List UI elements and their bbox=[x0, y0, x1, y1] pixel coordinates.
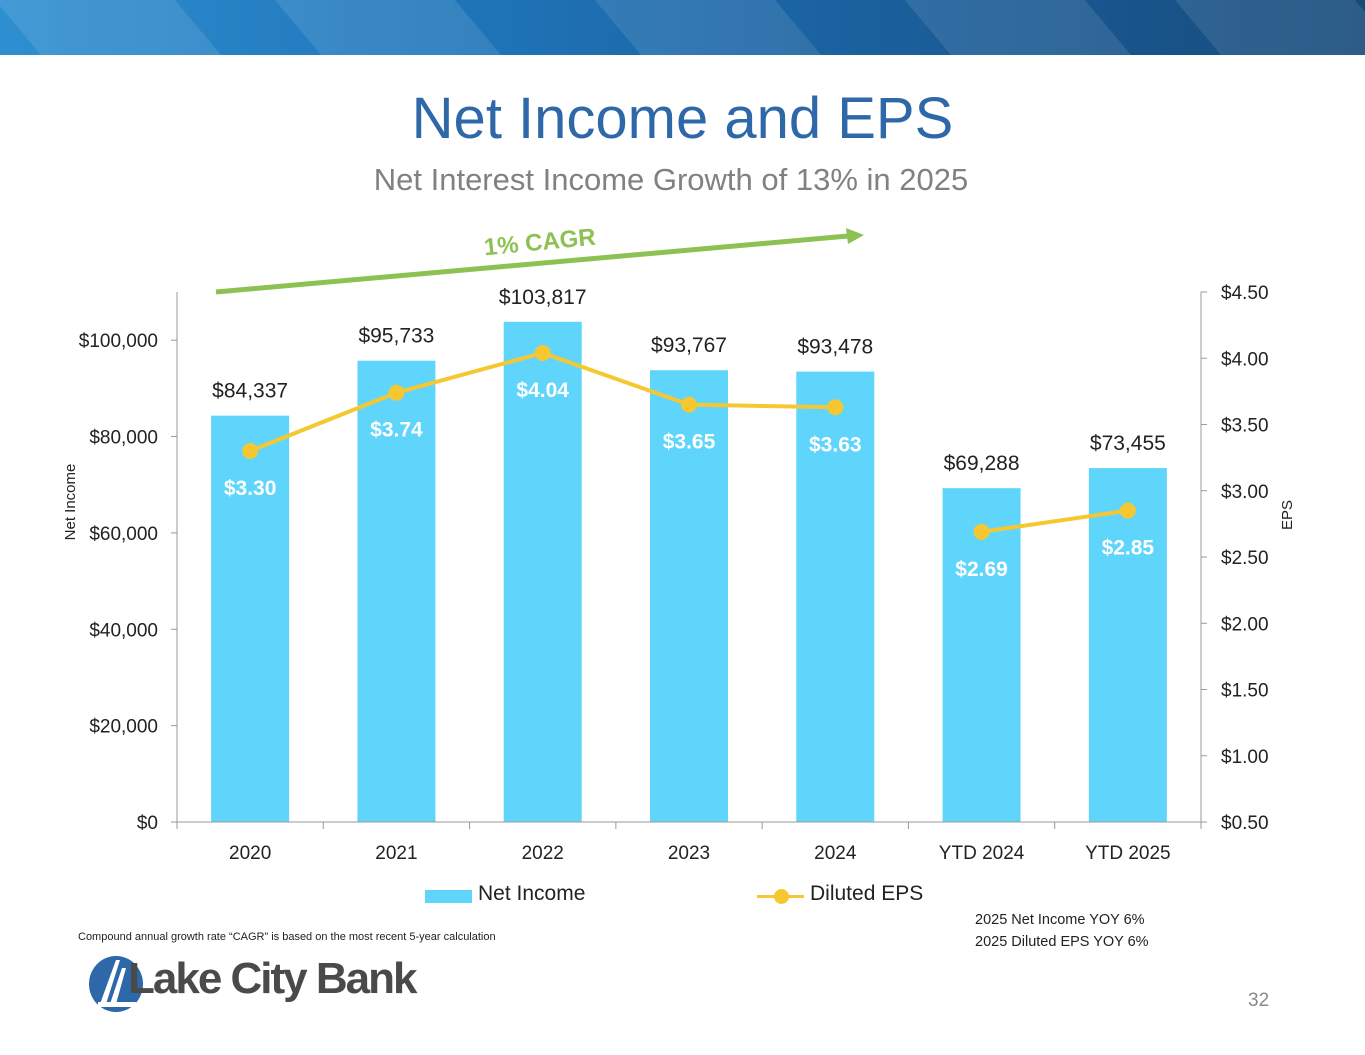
bar-value-label: $93,478 bbox=[797, 336, 873, 359]
x-tick-label: 2022 bbox=[522, 843, 564, 864]
chart-legend: Net Income Diluted EPS bbox=[425, 880, 945, 910]
bar-value-label: $73,455 bbox=[1090, 432, 1166, 455]
yoy-summary: 2025 Net Income YOY 6% 2025 Diluted EPS … bbox=[975, 909, 1149, 953]
bar-net-income bbox=[796, 371, 875, 822]
point-diluted-eps bbox=[534, 344, 551, 361]
point-diluted-eps bbox=[1119, 502, 1136, 519]
bar-value-label: $95,733 bbox=[358, 325, 434, 348]
legend-swatch-dot-diluted-eps bbox=[774, 889, 789, 904]
point-diluted-eps bbox=[973, 523, 990, 540]
eps-value-label: $3.65 bbox=[663, 431, 716, 454]
y2-tick-label: $4.00 bbox=[1221, 349, 1269, 370]
y2-axis-title: EPS bbox=[1279, 500, 1296, 530]
x-tick-label: 2020 bbox=[229, 843, 271, 864]
cagr-label: 1% CAGR bbox=[483, 224, 597, 262]
yoy-diluted-eps: 2025 Diluted EPS YOY 6% bbox=[975, 934, 1149, 950]
bar-net-income bbox=[211, 415, 290, 822]
top-banner bbox=[0, 0, 1365, 55]
eps-value-label: $2.69 bbox=[955, 558, 1008, 581]
bar-net-income bbox=[357, 360, 436, 822]
cagr-arrow-line bbox=[215, 233, 849, 295]
legend-label-diluted-eps: Diluted EPS bbox=[810, 882, 924, 905]
point-diluted-eps bbox=[388, 384, 405, 401]
point-diluted-eps bbox=[827, 399, 844, 416]
bar-value-label: $69,288 bbox=[944, 452, 1020, 475]
y2-tick-label: $2.00 bbox=[1221, 614, 1269, 635]
y2-tick-label: $1.50 bbox=[1221, 681, 1269, 702]
bar-value-label: $103,817 bbox=[499, 286, 587, 309]
y-tick-label: $80,000 bbox=[89, 428, 158, 449]
slide-title: Net Income and EPS bbox=[411, 86, 954, 151]
series-line-diluted-eps bbox=[981, 508, 1129, 534]
company-logo: Lake City Bank bbox=[88, 952, 418, 1017]
eps-value-label: $3.74 bbox=[370, 419, 423, 442]
cagr-arrow-head bbox=[846, 228, 864, 244]
y2-tick-label: $4.50 bbox=[1221, 283, 1269, 304]
x-tick-label: 2024 bbox=[814, 843, 857, 864]
eps-value-label: $2.85 bbox=[1102, 537, 1155, 560]
bar-net-income bbox=[942, 488, 1021, 822]
y2-tick-label: $0.50 bbox=[1221, 813, 1269, 834]
eps-value-label: $3.30 bbox=[224, 477, 277, 500]
y-tick-label: $100,000 bbox=[79, 331, 158, 352]
legend-swatch-net-income bbox=[425, 890, 472, 903]
eps-value-label: $4.04 bbox=[516, 379, 569, 402]
bar-value-label: $84,337 bbox=[212, 380, 288, 403]
x-tick-label: YTD 2025 bbox=[1085, 843, 1171, 864]
bar-net-income bbox=[650, 370, 728, 822]
bar-value-label: $93,767 bbox=[651, 334, 727, 357]
cagr-footnote: Compound annual growth rate “CAGR” is ba… bbox=[78, 931, 496, 943]
legend-label-net-income: Net Income bbox=[478, 882, 586, 905]
y2-tick-label: $3.50 bbox=[1221, 416, 1269, 437]
y-tick-label: $60,000 bbox=[89, 524, 158, 545]
y-tick-label: $0 bbox=[137, 813, 158, 834]
point-diluted-eps bbox=[242, 443, 259, 459]
y2-tick-label: $1.00 bbox=[1221, 747, 1269, 768]
x-tick-label: 2023 bbox=[668, 843, 710, 864]
point-diluted-eps bbox=[681, 396, 697, 413]
y-tick-label: $40,000 bbox=[89, 620, 158, 641]
y-axis-title: Net Income bbox=[62, 464, 79, 541]
slide-subtitle: Net Interest Income Growth of 13% in 202… bbox=[373, 162, 969, 197]
bar-net-income bbox=[503, 321, 582, 822]
y2-tick-label: $3.00 bbox=[1221, 482, 1269, 503]
x-tick-label: 2021 bbox=[375, 843, 417, 864]
eps-value-label: $3.63 bbox=[809, 433, 862, 456]
yoy-net-income: 2025 Net Income YOY 6% bbox=[975, 912, 1145, 928]
y2-tick-label: $2.50 bbox=[1221, 548, 1269, 569]
x-tick-label: YTD 2024 bbox=[939, 843, 1025, 864]
logo-mark-icon bbox=[89, 956, 143, 1012]
bar-net-income bbox=[1088, 468, 1167, 822]
page-number: 32 bbox=[1248, 990, 1270, 1011]
y-tick-label: $20,000 bbox=[89, 717, 158, 738]
logo-text: Lake City Bank bbox=[128, 954, 417, 1003]
